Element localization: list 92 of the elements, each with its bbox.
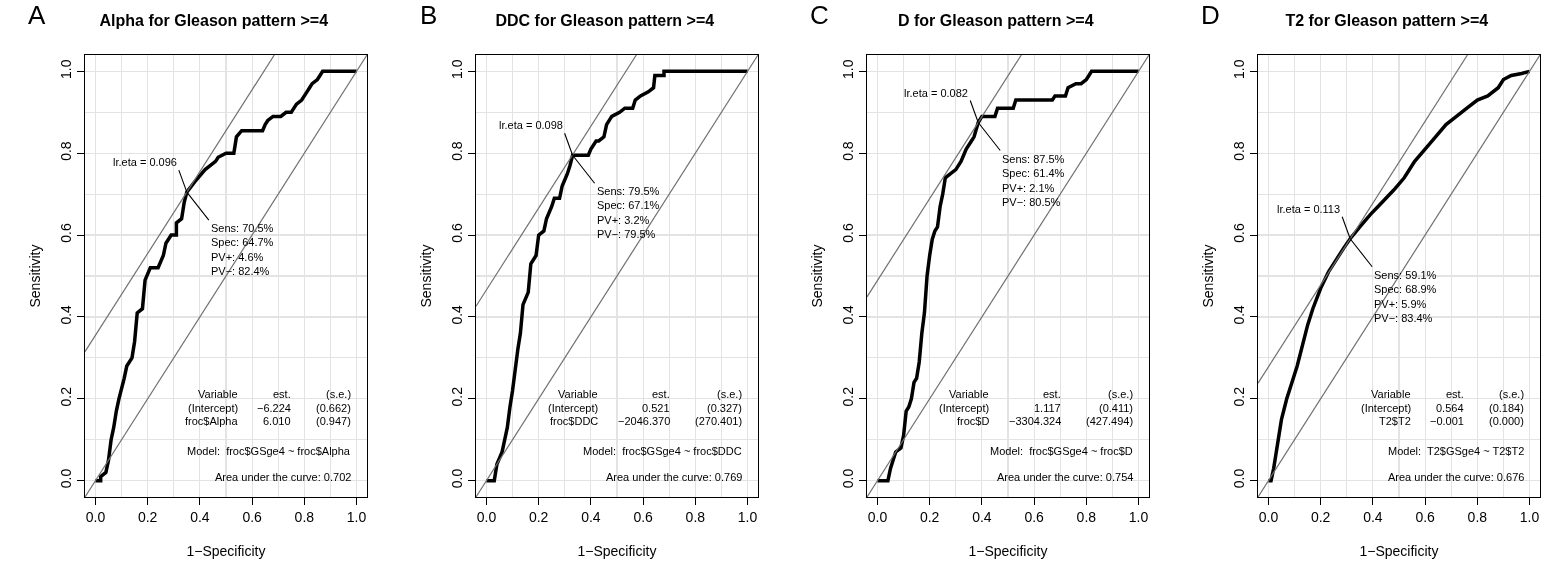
y-tick-label: 0.6 (1231, 223, 1248, 243)
y-tick-label: 0.0 (1231, 468, 1248, 489)
text: Variable est. (s.e.) (558, 388, 743, 400)
annotation: Sens: 87.5% Spec: 61.4% PV+: 2.1% PV−: 80.5% (1002, 153, 1065, 208)
x-tick-label: 0.4 (1363, 509, 1383, 526)
annotation: Sens: 70.5% Spec: 64.7% PV+: 4.6% PV−: 82.4% (211, 222, 274, 277)
text: froc$Alpha 6.010 (0.947) (185, 415, 351, 427)
annotation: Area under the curve: 0.702 (215, 471, 352, 483)
x-tick-label: 0.4 (581, 509, 601, 526)
text: T2$T2 −0.001 (0.000) (1379, 415, 1524, 427)
y-tick-label: 0.8 (58, 141, 75, 161)
y-tick-label: 0.0 (840, 468, 857, 489)
x-tick-label: 0.8 (1076, 509, 1097, 526)
y-tick-label: 0.6 (58, 223, 75, 243)
y-tick-label: 0.8 (1231, 141, 1248, 161)
y-tick-label: 1.0 (58, 59, 75, 79)
x-tick-label: 0.0 (85, 509, 106, 526)
text: B (420, 0, 438, 30)
annotation: Model: froc$GSge4 ~ froc$DDC (583, 445, 742, 457)
annotation: Sens: 59.1% Spec: 68.9% PV+: 5.9% PV−: 83.4% (1374, 269, 1437, 324)
annotation: Area under the curve: 0.676 (1388, 471, 1525, 483)
annotation: Area under the curve: 0.769 (606, 471, 743, 483)
annotation: lr.eta = 0.113 (1277, 203, 1341, 215)
x-tick-label: 0.2 (528, 509, 549, 526)
y-tick-label: 0.4 (840, 304, 857, 325)
y-tick-label: 0.8 (449, 141, 466, 161)
text: Variable est. (s.e.) (949, 388, 1134, 400)
text: (Intercept) 0.521 (0.327) (548, 402, 742, 414)
x-tick-label: 0.0 (476, 509, 497, 526)
text: Variable est. (s.e.) (1371, 388, 1525, 400)
chart-title: T2 for Gleason pattern >=4 (1285, 11, 1489, 29)
text: froc$D −3304.324 (427.494) (957, 415, 1134, 427)
x-tick-label: 1.0 (737, 509, 758, 526)
text: D (1201, 0, 1220, 30)
annotation: lr.eta = 0.096 (113, 156, 177, 168)
y-tick-label: 0.4 (449, 304, 466, 325)
y-tick-label: 0.0 (58, 468, 75, 489)
y-axis-title: Sensitivity (808, 244, 825, 308)
x-axis-title: 1−Specificity (1359, 543, 1439, 560)
y-tick-label: 0.2 (1231, 386, 1248, 407)
x-axis-title: 1−Specificity (577, 543, 657, 560)
y-tick-label: 0.2 (449, 386, 466, 407)
x-tick-label: 0.8 (294, 509, 315, 526)
annotation: Model: T2$GSge4 ~ T2$T2 (1388, 445, 1525, 457)
x-tick-label: 0.6 (1415, 509, 1436, 526)
x-tick-label: 0.6 (1024, 509, 1045, 526)
y-tick-label: 0.2 (58, 386, 75, 407)
y-tick-label: 1.0 (840, 59, 857, 79)
x-tick-label: 0.8 (1467, 509, 1488, 526)
annotation: Model: froc$GSge4 ~ froc$Alpha (187, 445, 351, 457)
x-tick-label: 0.6 (633, 509, 654, 526)
y-axis-title: Sensitivity (26, 244, 43, 308)
x-tick-label: 1.0 (1128, 509, 1149, 526)
annotation: Model: froc$GSge4 ~ froc$D (990, 445, 1133, 457)
x-axis-title: 1−Specificity (968, 543, 1048, 560)
x-axis-title: 1−Specificity (186, 543, 266, 560)
x-tick-label: 0.6 (242, 509, 263, 526)
chart-title: D for Gleason pattern >=4 (898, 11, 1094, 29)
x-tick-label: 0.2 (137, 509, 158, 526)
chart-title: DDC for Gleason pattern >=4 (495, 11, 715, 29)
x-tick-label: 0.4 (972, 509, 992, 526)
x-tick-label: 0.0 (1258, 509, 1279, 526)
text: A (28, 0, 46, 30)
x-tick-label: 0.2 (1310, 509, 1331, 526)
y-tick-label: 0.8 (840, 141, 857, 161)
annotation: Sens: 79.5% Spec: 67.1% PV+: 3.2% PV−: 79.5% (597, 185, 660, 240)
text: (Intercept) −6.224 (0.662) (188, 402, 351, 414)
text: (Intercept) 1.117 (0.411) (939, 402, 1134, 414)
y-axis-title: Sensitivity (1199, 244, 1216, 308)
text: (Intercept) 0.564 (0.184) (1361, 402, 1524, 414)
x-tick-label: 0.8 (685, 509, 706, 526)
x-tick-label: 0.2 (919, 509, 940, 526)
y-tick-label: 0.4 (1231, 304, 1248, 325)
y-axis-title: Sensitivity (417, 244, 434, 308)
x-tick-label: 1.0 (346, 509, 367, 526)
annotation: Area under the curve: 0.754 (997, 471, 1134, 483)
y-tick-label: 0.6 (840, 223, 857, 243)
annotation: lr.eta = 0.082 (904, 87, 968, 99)
annotation: lr.eta = 0.098 (499, 119, 563, 131)
x-tick-label: 0.0 (867, 509, 888, 526)
y-tick-label: 0.6 (449, 223, 466, 243)
y-tick-label: 0.0 (449, 468, 466, 489)
y-tick-label: 0.2 (840, 386, 857, 407)
y-tick-label: 1.0 (1231, 59, 1248, 79)
x-tick-label: 0.4 (190, 509, 210, 526)
y-tick-label: 0.4 (58, 304, 75, 325)
text: froc$DDC −2046.370 (270.401) (550, 415, 743, 427)
text: Variable est. (s.e.) (198, 388, 352, 400)
text: C (810, 0, 829, 30)
chart-title: Alpha for Gleason pattern >=4 (99, 11, 329, 29)
x-tick-label: 1.0 (1519, 509, 1540, 526)
y-tick-label: 1.0 (449, 59, 466, 79)
